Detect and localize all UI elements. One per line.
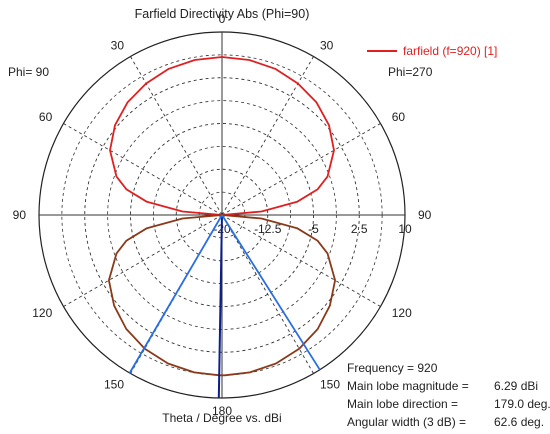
grid-spoke	[63, 123, 223, 216]
beamwidth-lines	[128, 214, 321, 398]
radial-tick-label: 10	[398, 222, 412, 236]
curve-lower-right	[221, 214, 336, 377]
angle-tick-labels: 0 30 60 90 120 150 180 150 120 90 60 30	[13, 12, 432, 418]
beamwidth-line	[221, 214, 321, 371]
info-row: Main lobe direction = 179.0 deg.	[347, 395, 550, 413]
radial-tick-label: -5	[308, 222, 319, 236]
info-panel: Frequency = 920 Main lobe magnitude = 6.…	[347, 359, 550, 431]
grid-spoke	[221, 214, 314, 374]
grid-spoke	[221, 123, 381, 216]
angle-tick-label: 60	[39, 110, 53, 124]
legend-label: farfield (f=920) [1]	[403, 44, 497, 58]
grid-spoke	[221, 56, 314, 216]
radial-tick-labels: -20-12.5-52.510	[213, 222, 412, 236]
angle-tick-label: 150	[104, 378, 124, 392]
angle-tick-label: 180	[212, 404, 232, 418]
angle-tick-label: 60	[392, 110, 406, 124]
main-lobe-line	[217, 214, 223, 398]
angle-tick-label: 30	[320, 38, 334, 52]
frequency-text: Frequency = 920	[347, 361, 438, 375]
angle-tick-label: 30	[111, 38, 125, 52]
x-axis-label: Theta / Degree vs. dBi	[162, 411, 281, 425]
info-value: 179.0 deg.	[494, 397, 550, 411]
angle-tick-label: 150	[320, 378, 340, 392]
beamwidth-line	[128, 214, 223, 374]
directivity-curve	[108, 56, 336, 377]
curve-lower-left	[108, 214, 223, 377]
angle-tick-label: 120	[32, 306, 52, 320]
curve-upper-left	[109, 56, 223, 216]
info-value: 6.29 dBi	[494, 379, 539, 393]
radial-tick-label: -12.5	[254, 222, 282, 236]
grid-spoke	[221, 214, 381, 307]
info-row: Angular width (3 dB) = 62.6 deg.	[347, 413, 550, 431]
chart-title: Farfield Directivity Abs (Phi=90)	[135, 7, 310, 21]
radial-tick-label: 2.5	[351, 222, 368, 236]
curve-upper-right	[221, 56, 335, 216]
info-value: 62.6 deg.	[494, 415, 545, 429]
info-label: Angular width (3 dB) =	[347, 415, 467, 429]
info-row: Main lobe magnitude = 6.29 dBi	[347, 377, 550, 395]
angle-tick-label: 120	[392, 306, 412, 320]
angle-tick-label: 0	[219, 12, 226, 26]
grid-spoke	[63, 214, 223, 307]
info-label: Main lobe magnitude =	[347, 379, 469, 393]
legend: farfield (f=920) [1]	[367, 44, 497, 58]
angle-tick-label: 90	[13, 208, 27, 222]
phi-right-label: Phi=270	[388, 65, 433, 79]
phi-left-label: Phi= 90	[8, 65, 49, 79]
info-label: Main lobe direction =	[347, 397, 459, 411]
angle-tick-label: 90	[418, 208, 432, 222]
grid-spoke	[130, 56, 223, 216]
